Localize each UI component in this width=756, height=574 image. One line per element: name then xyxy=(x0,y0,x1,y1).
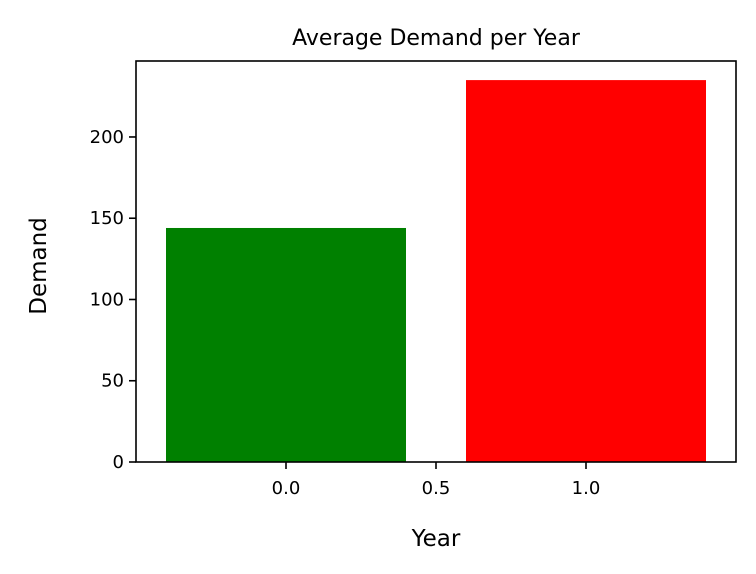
x-tick-label-0: 0.0 xyxy=(272,478,301,499)
bar-0 xyxy=(166,227,406,462)
y-axis-label: Demand xyxy=(26,217,52,315)
chart-title: Average Demand per Year xyxy=(292,26,581,51)
y-ticks-group: 0 50 100 150 200 xyxy=(90,127,136,473)
bar-1 xyxy=(466,80,706,462)
x-ticks-group: 0.0 0.5 1.0 xyxy=(272,462,601,499)
x-tick-label-2: 1.0 xyxy=(572,478,601,499)
x-axis-label: Year xyxy=(411,526,461,552)
bars-group xyxy=(166,80,706,462)
x-tick-label-1: 0.5 xyxy=(422,478,451,499)
y-tick-label-1: 50 xyxy=(101,371,124,392)
y-tick-label-2: 100 xyxy=(90,289,124,310)
y-tick-label-0: 0 xyxy=(113,452,124,473)
y-tick-label-4: 200 xyxy=(90,127,124,148)
y-tick-label-3: 150 xyxy=(90,208,124,229)
